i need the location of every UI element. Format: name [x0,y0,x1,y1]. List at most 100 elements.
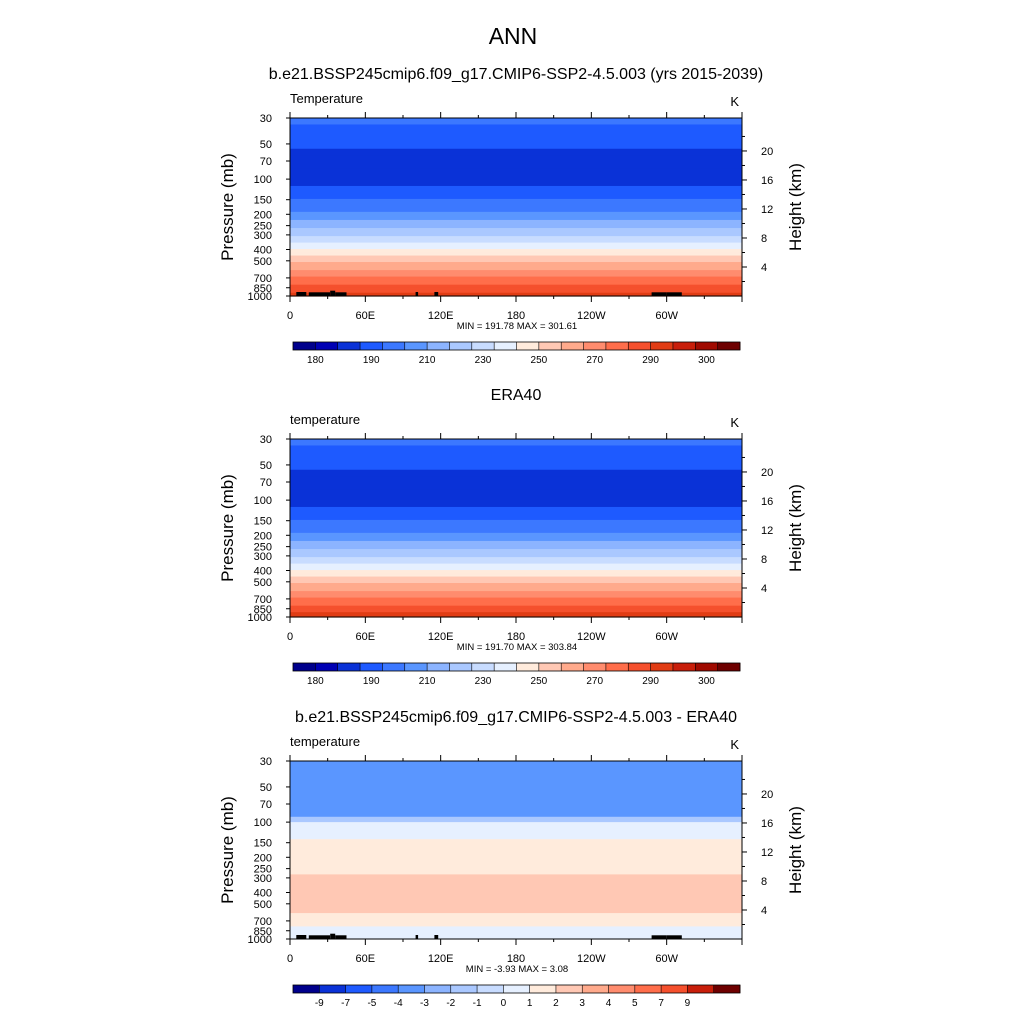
contour-band [290,511,742,515]
contour-band [290,135,742,139]
colorbar-label: 4 [606,998,612,1009]
contour-band [290,458,742,461]
contour-band [290,223,742,226]
contour-band [290,468,742,471]
height-tick-label: 8 [761,554,767,566]
height-tick-label: 4 [761,905,767,917]
y-tick-label: 50 [260,782,272,794]
contour-band [290,500,742,503]
contour-band [290,187,742,190]
x-tick-label: 0 [287,631,293,643]
x-tick-label: 120W [577,310,606,322]
colorbar-box [449,342,473,350]
contour-band [290,494,742,497]
contour-band [290,203,742,206]
colorbar-box [538,342,562,350]
contour-band [290,536,742,539]
contour-band [290,574,742,578]
colorbar-label: -7 [341,998,350,1009]
contour-band [290,218,742,221]
y-tick-label: 200 [254,852,272,864]
contour-band [290,228,742,231]
contour-band [290,592,742,595]
colorbar-label: 270 [586,676,603,687]
contour-band [290,571,742,574]
colorbar-label: 250 [531,355,548,366]
contour-band [290,816,742,823]
contour-band [290,607,742,610]
panel-2: ERA40 temperature K 0 60E 120E 180 120W 60W 30 50 7… [218,387,805,687]
contour-band [290,443,742,447]
topography-mask [434,935,439,939]
colorbar-label: 7 [658,998,664,1009]
y-tick-label: 1000 [248,934,272,946]
height-tick-label: 8 [761,233,767,245]
contour-band [290,503,742,506]
colorbar: 180 190 210 230 250 270 290 300 [292,341,741,366]
colorbar-box [337,342,361,350]
contour-band [290,127,742,130]
contour-band [290,453,742,456]
contour-band [290,597,742,600]
colorbar-box [477,985,504,993]
contour-band [290,171,742,174]
colorbar-label: 9 [685,998,691,1009]
colorbar-label: 190 [363,676,380,687]
contour-band [290,547,742,550]
contour-band [290,244,742,247]
x-tick-label: 120E [428,310,454,322]
y-tick-label: 100 [254,817,272,829]
y-tick-label: 500 [254,577,272,589]
contour-band [290,482,742,485]
contour-band [290,515,742,518]
y-tick-label: 500 [254,256,272,268]
contour-band [290,534,742,537]
stats-text: MIN = -3.93 MAX = 3.08 [466,964,568,975]
contour-band [290,594,742,597]
contour-band [290,124,742,127]
topography-mask [330,290,336,296]
contour-band [290,537,742,540]
contour-band [290,255,742,258]
colorbar-label: 250 [531,676,548,687]
y-tick-label: 30 [260,113,272,125]
panel-unit-label: K [730,415,739,430]
contour-band [290,490,742,493]
contour-band [290,164,742,168]
contour-band [290,134,742,137]
colorbar-box [583,663,607,671]
contour-band [290,440,742,443]
contour-band [290,545,742,549]
field-bands [290,118,742,297]
contour-band [290,237,742,240]
y-tick-label: 1000 [248,612,272,624]
colorbar-box [687,985,715,993]
topography-mask [415,292,419,296]
contour-band [290,291,742,294]
contour-band [290,523,742,526]
y-tick-label: 700 [254,916,272,928]
colorbar-label: 180 [307,676,324,687]
height-tick-label: 16 [761,818,773,830]
contour-band [290,510,742,513]
contour-band [290,278,742,281]
contour-band [290,552,742,555]
contour-band [290,200,742,203]
y-axis-right-title: Height (km) [786,163,805,251]
contour-band [290,476,742,479]
contour-band [290,489,742,492]
contour-band [290,540,742,544]
colorbar-label: 300 [698,676,715,687]
contour-band [290,442,742,445]
contour-band [290,205,742,208]
contour-band [290,586,742,589]
contour-band [290,265,742,268]
contour-band [290,208,742,211]
colorbar-box [695,663,719,671]
colorbar-box [717,342,741,350]
contour-band [290,447,742,450]
colorbar-box [319,985,346,993]
contour-band [290,245,742,249]
contour-band [290,926,742,940]
contour-band [290,258,742,261]
